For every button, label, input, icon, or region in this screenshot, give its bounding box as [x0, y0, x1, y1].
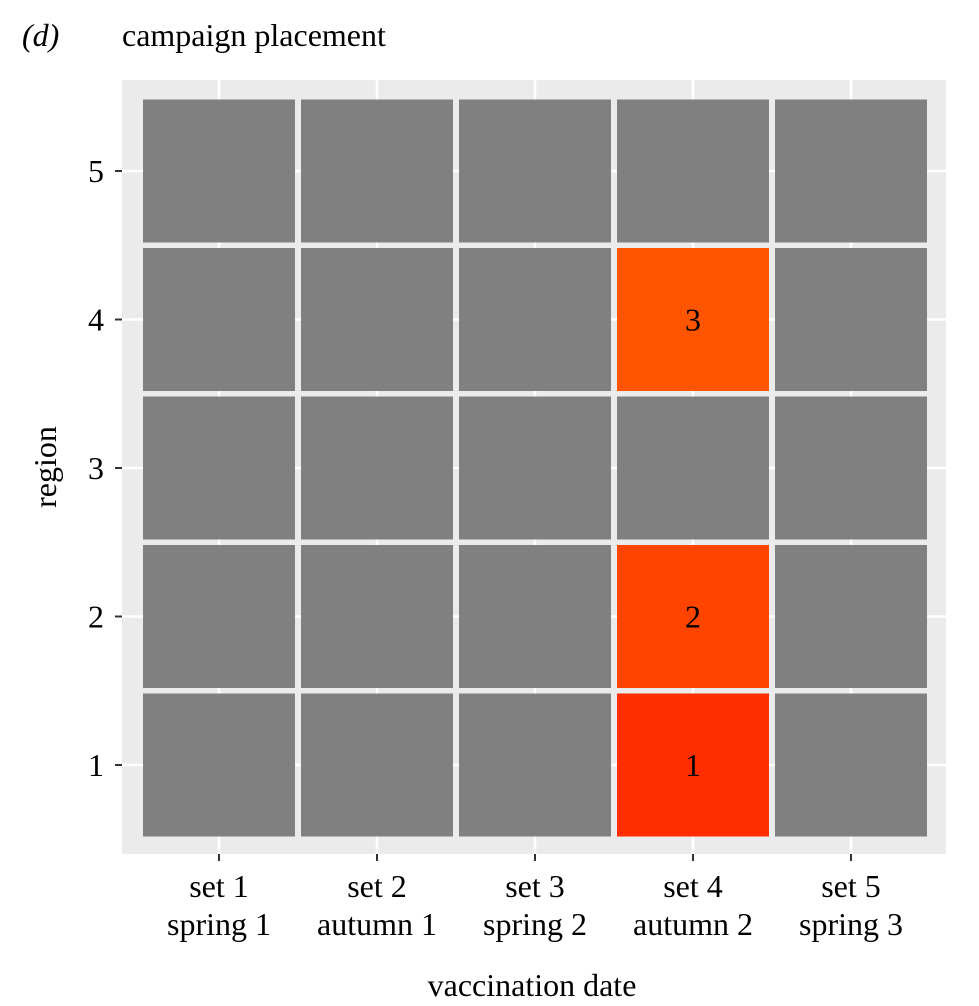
heatmap-cell: [143, 545, 295, 688]
heatmap-cell: [301, 248, 453, 391]
heatmap-cell: [775, 396, 927, 540]
chart-title: campaign placement: [122, 17, 386, 53]
x-tick-label: set 4 autumn 2: [633, 868, 753, 942]
heatmap-cell: [775, 248, 927, 391]
x-tick-label: set 3 spring 2: [483, 868, 587, 942]
heatmap-cells: [143, 99, 927, 837]
x-axis-title: vaccination date: [428, 967, 637, 1003]
cell-labels: 1 2 3: [685, 302, 701, 784]
heatmap-cell: [617, 396, 769, 540]
heatmap-cell: [459, 545, 611, 688]
heatmap-cell: [459, 99, 611, 243]
y-tick-label: 3: [88, 450, 104, 486]
heatmap-cell: [459, 693, 611, 837]
panel-letter: (d): [22, 17, 59, 53]
heatmap-cell: [775, 693, 927, 837]
x-tick-label: set 1 spring 1: [167, 868, 271, 942]
x-tick-label: set 2 autumn 1: [317, 868, 437, 942]
heatmap-cell-highlighted: [617, 545, 769, 688]
heatmap-cell-highlighted: [617, 693, 769, 837]
y-axis-title: region: [27, 426, 63, 508]
cell-value-label: 2: [685, 599, 701, 635]
heatmap-cell: [775, 545, 927, 688]
heatmap-cell: [143, 693, 295, 837]
x-tick-label: set 5 spring 3: [799, 868, 903, 942]
heatmap-cell: [143, 396, 295, 540]
heatmap-cell: [301, 396, 453, 540]
heatmap-cell: [301, 545, 453, 688]
cell-value-label: 3: [685, 302, 701, 338]
heatmap-cell: [301, 693, 453, 837]
heatmap-cell: [617, 99, 769, 243]
heatmap-cell: [143, 99, 295, 243]
heatmap-cell: [459, 396, 611, 540]
y-tick-label: 1: [88, 747, 104, 783]
heatmap-cell: [775, 99, 927, 243]
cell-value-label: 1: [685, 747, 701, 783]
y-tick-label: 5: [88, 153, 104, 189]
heatmap-cell: [143, 248, 295, 391]
y-tick-label: 4: [88, 302, 104, 338]
y-tick-label: 2: [88, 599, 104, 635]
x-axis: set 1 spring 1 set 2 autumn 1 set 3 spring 2 s…: [167, 854, 903, 942]
heatmap-cell: [301, 99, 453, 243]
y-axis: 1 2 3 4 5: [88, 153, 122, 783]
heatmap-cell-highlighted: [617, 248, 769, 391]
heatmap-cell: [459, 248, 611, 391]
